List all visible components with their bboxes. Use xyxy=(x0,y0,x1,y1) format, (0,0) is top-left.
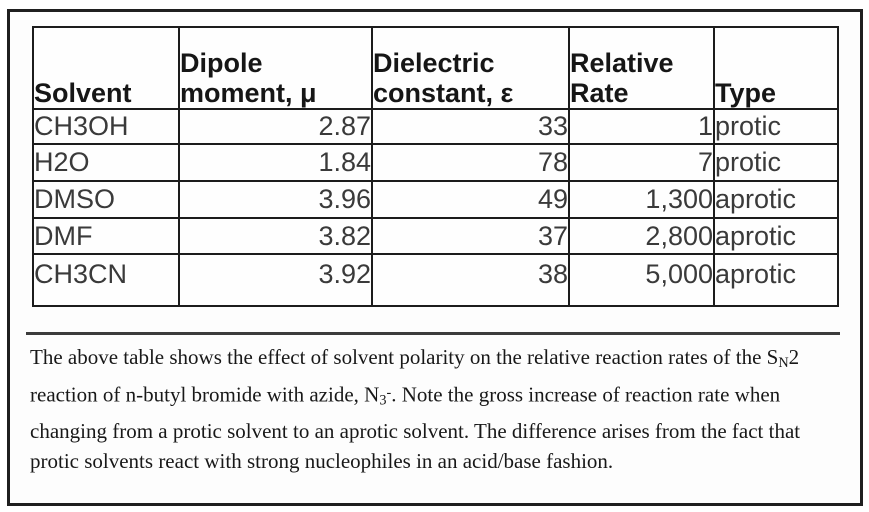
cell-solvent: DMF xyxy=(32,217,180,255)
header-dipole-moment: Dipole moment, μ xyxy=(178,26,373,110)
cell-solvent: CH3CN xyxy=(32,253,180,307)
table-row-h2o: H2O 1.84 78 7 protic xyxy=(32,143,839,182)
cell-dielectric-constant: 38 xyxy=(371,253,570,307)
header-dipole-line1: Dipole xyxy=(180,48,263,78)
cell-type: aprotic xyxy=(713,180,839,219)
cell-relative-rate: 5,000 xyxy=(568,253,715,307)
header-relative-rate: Relative Rate xyxy=(568,26,715,110)
header-solvent-label: Solvent xyxy=(34,78,132,108)
cell-dipole-moment: 3.96 xyxy=(178,180,373,219)
header-dielectric-line1: Dielectric xyxy=(373,48,495,78)
header-rate-line2: Rate xyxy=(570,78,629,108)
cell-dielectric-constant: 49 xyxy=(371,180,570,219)
header-rate-line1: Relative xyxy=(570,48,674,78)
cell-type: protic xyxy=(713,143,839,182)
caption-text-2: 2 reaction of n-butyl bromide with azide… xyxy=(30,345,800,407)
cell-relative-rate: 1,300 xyxy=(568,180,715,219)
header-type-label: Type xyxy=(715,78,777,108)
cell-relative-rate: 1 xyxy=(568,108,715,145)
solvent-properties-table: Solvent Dipole moment, μ Dielectric consta… xyxy=(32,26,839,307)
outer-border-frame: Solvent Dipole moment, μ Dielectric consta… xyxy=(7,9,863,506)
caption-text-1: The above table shows the effect of solv… xyxy=(30,345,779,369)
azide-subscript-3: 3 xyxy=(379,392,387,409)
cell-type: protic xyxy=(713,108,839,145)
cell-type: aprotic xyxy=(713,253,839,307)
header-dipole-line2: moment, μ xyxy=(180,78,317,108)
cell-solvent: DMSO xyxy=(32,180,180,219)
cell-relative-rate: 7 xyxy=(568,143,715,182)
cell-dielectric-constant: 78 xyxy=(371,143,570,182)
cell-dipole-moment: 3.92 xyxy=(178,253,373,307)
table-row-dmso: DMSO 3.96 49 1,300 aprotic xyxy=(32,180,839,219)
table-header-row: Solvent Dipole moment, μ Dielectric consta… xyxy=(32,26,839,110)
azide-superscript-minus: - xyxy=(386,385,392,402)
header-solvent: Solvent xyxy=(32,26,180,110)
caption-paragraph: The above table shows the effect of solv… xyxy=(30,342,842,476)
cell-dielectric-constant: 37 xyxy=(371,217,570,255)
caption-divider-line xyxy=(26,332,840,335)
header-type: Type xyxy=(713,26,839,110)
table-row-ch3cn: CH3CN 3.92 38 5,000 aprotic xyxy=(32,253,839,307)
cell-dipole-moment: 1.84 xyxy=(178,143,373,182)
table-row-ch3oh: CH3OH 2.87 33 1 protic xyxy=(32,108,839,145)
table-row-dmf: DMF 3.82 37 2,800 aprotic xyxy=(32,217,839,255)
cell-solvent: H2O xyxy=(32,143,180,182)
cell-type: aprotic xyxy=(713,217,839,255)
cell-dipole-moment: 3.82 xyxy=(178,217,373,255)
caption-text-3: . Note the gross increase of reaction ra… xyxy=(30,382,801,473)
cell-relative-rate: 2,800 xyxy=(568,217,715,255)
cell-dielectric-constant: 33 xyxy=(371,108,570,145)
cell-dipole-moment: 2.87 xyxy=(178,108,373,145)
sn2-subscript-n: N xyxy=(778,355,789,372)
header-dielectric-constant: Dielectric constant, ε xyxy=(371,26,570,110)
cell-solvent: CH3OH xyxy=(32,108,180,145)
header-dielectric-line2: constant, ε xyxy=(373,78,514,108)
